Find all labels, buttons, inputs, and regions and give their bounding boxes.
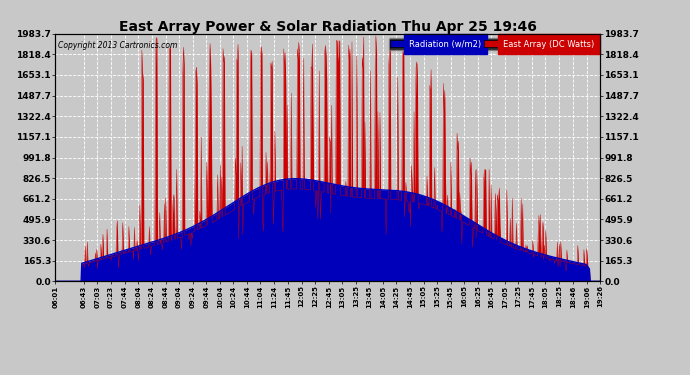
Title: East Array Power & Solar Radiation Thu Apr 25 19:46: East Array Power & Solar Radiation Thu A… xyxy=(119,20,537,34)
Legend: Radiation (w/m2), East Array (DC Watts): Radiation (w/m2), East Array (DC Watts) xyxy=(388,38,596,50)
Text: Copyright 2013 Cartronics.com: Copyright 2013 Cartronics.com xyxy=(58,41,177,50)
